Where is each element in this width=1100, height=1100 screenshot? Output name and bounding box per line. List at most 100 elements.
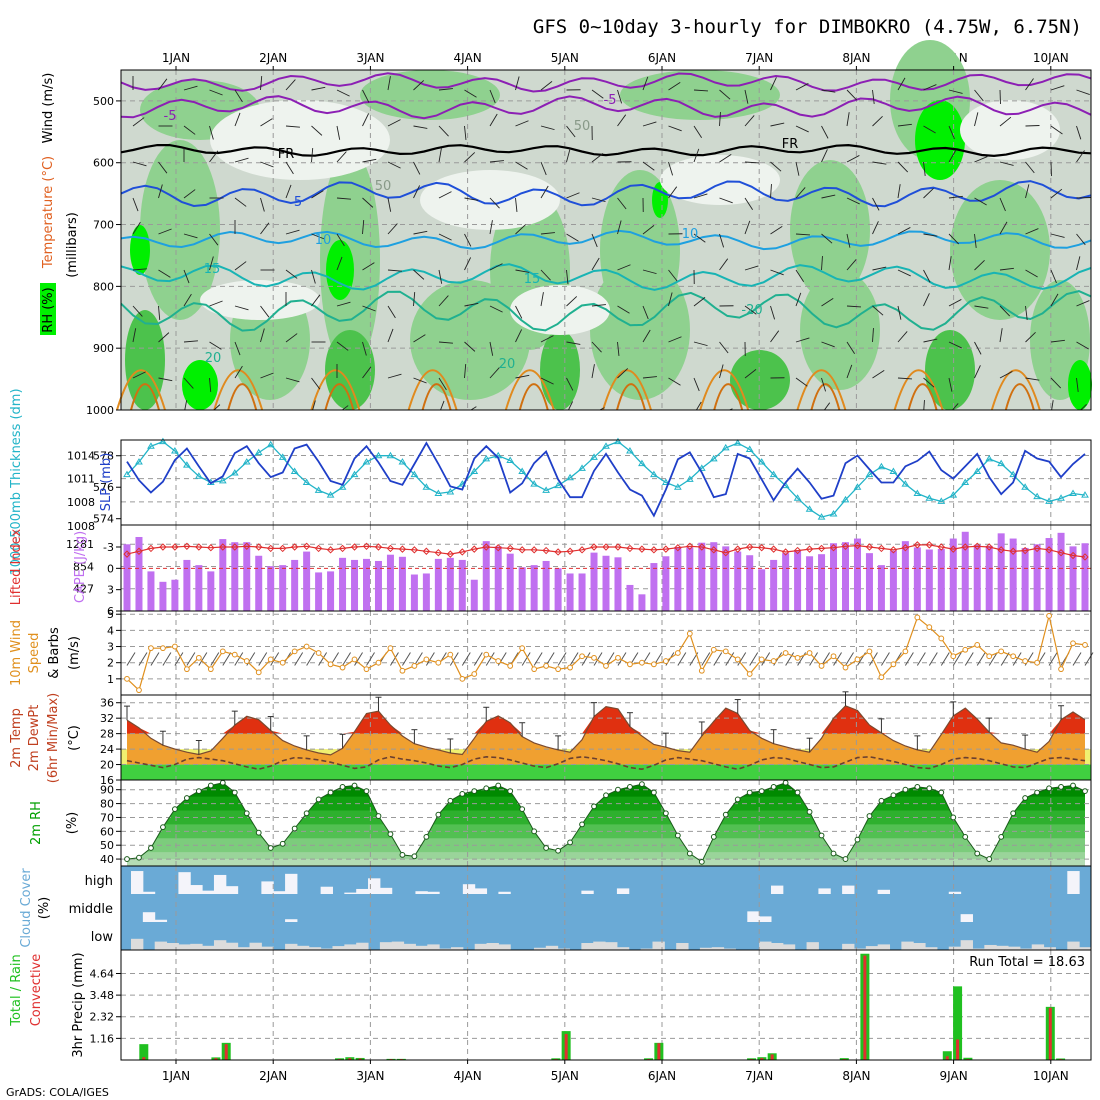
wind-barb (642, 121, 657, 127)
rh-point (603, 792, 609, 799)
wind-barb (795, 269, 805, 282)
upper-air-frame (120, 69, 1092, 411)
wind-speed-point (124, 675, 130, 682)
cape-bar (135, 536, 143, 611)
lifted-index-point (338, 544, 347, 553)
wind-barb (464, 302, 479, 307)
wind-speed-point (423, 656, 430, 663)
slp-tick-label-bottom: 1008 (67, 520, 95, 533)
cape-bar (782, 553, 790, 611)
wind-barb (999, 305, 1011, 317)
wind-speed-point (303, 643, 310, 650)
thickness-point (542, 486, 551, 493)
cloud-cell-high (379, 887, 393, 894)
wind-barb-10m (186, 652, 196, 666)
wind-barb (132, 371, 146, 379)
wind-barb (872, 89, 875, 104)
wind-barb (668, 269, 678, 282)
wind-barb (591, 89, 604, 99)
thickness-point (242, 458, 251, 465)
cloud-cell-high (202, 890, 215, 894)
thickness-point (925, 494, 934, 501)
wind-speed-point (758, 656, 765, 663)
wind-barb (438, 377, 447, 391)
wind-barb (591, 233, 598, 248)
cape-bar (794, 550, 802, 611)
wind-barb (719, 153, 732, 163)
cloud-cell-high (261, 881, 274, 894)
wind-barb (158, 161, 168, 174)
cape-bar (207, 571, 215, 611)
cloud-cell-low (166, 943, 179, 950)
ylabel-wind: Wind (m/s) (41, 73, 56, 144)
wind-barb (642, 161, 655, 171)
wind-speed-point (830, 653, 837, 660)
freezing-level-line (120, 143, 1092, 158)
rh-point (579, 821, 585, 828)
cloud-cell-high (462, 884, 476, 894)
thickness-point (949, 491, 958, 498)
isotherm-label: 50 (375, 179, 392, 194)
wind10-tick-label: 4 (107, 624, 114, 637)
precip-convective-bar (770, 1054, 774, 1060)
thickness-point (171, 447, 179, 454)
cloud-cell-low (486, 943, 499, 950)
wind-barb (999, 267, 1014, 271)
lifted-index-point (997, 546, 1005, 554)
wind-speed-point (363, 666, 370, 673)
cloud-cell-high (415, 891, 428, 894)
lifted-index-point (171, 543, 179, 551)
thickness-point (1009, 470, 1018, 478)
rh-point (519, 806, 526, 813)
wind-barb-10m (557, 652, 567, 666)
wind-speed-point (1070, 640, 1076, 647)
wind-barb (464, 197, 479, 201)
wind-speed-point (998, 648, 1005, 655)
rh-point (303, 810, 310, 817)
thickness-point (266, 440, 275, 448)
rh2m-tick-label: 50 (100, 839, 114, 852)
cape-tick-label: 1281 (66, 538, 94, 551)
wind-barb (591, 304, 606, 307)
thickness-point (182, 461, 191, 468)
isotherm-label: 20 (205, 351, 222, 366)
wind-barb (362, 341, 367, 356)
thickness-point (135, 458, 143, 465)
rh2m-tick-label: 90 (100, 784, 114, 797)
thickness-point (123, 470, 131, 478)
precip-convective-bar (142, 1057, 146, 1060)
wind-speed-point (435, 659, 442, 666)
wind-barb (158, 228, 172, 235)
wind-barb (489, 113, 498, 127)
cape-bar (806, 556, 814, 611)
wind-speed-point (231, 651, 238, 658)
cloud-cell-high (344, 892, 357, 894)
temp2m-tick-label: 24 (100, 743, 114, 756)
lifted-index-point (278, 544, 287, 553)
thickness-tick-label: 574 (93, 513, 114, 526)
wind-barb (209, 233, 219, 246)
cloud-cell-low (581, 943, 594, 950)
wind-barb-10m (605, 652, 615, 666)
wind-speed-point (148, 645, 154, 652)
cloud-cell-high (213, 874, 227, 894)
wind-barb (515, 224, 527, 235)
wind10-tick-label: 1 (107, 673, 114, 686)
wind-barb (668, 161, 674, 176)
rh2m-tick-label: 70 (100, 811, 114, 824)
wind-barb (897, 161, 909, 173)
wind-speed-point (866, 648, 873, 655)
wind-barb (744, 220, 751, 235)
cloud-cell-low (652, 941, 665, 950)
wind-speed-point (710, 646, 717, 653)
legend-convective: Convective (29, 954, 44, 1027)
precip-convective-bar (564, 1033, 568, 1060)
rh-point (291, 825, 298, 832)
wind-speed-point (639, 659, 645, 666)
lifted-index-point (314, 544, 323, 553)
pressure-tick-label: 700 (93, 219, 114, 232)
wind-barb (387, 197, 392, 212)
precip-tick-label: 1.16 (90, 1032, 115, 1045)
thickness-point (422, 483, 431, 490)
